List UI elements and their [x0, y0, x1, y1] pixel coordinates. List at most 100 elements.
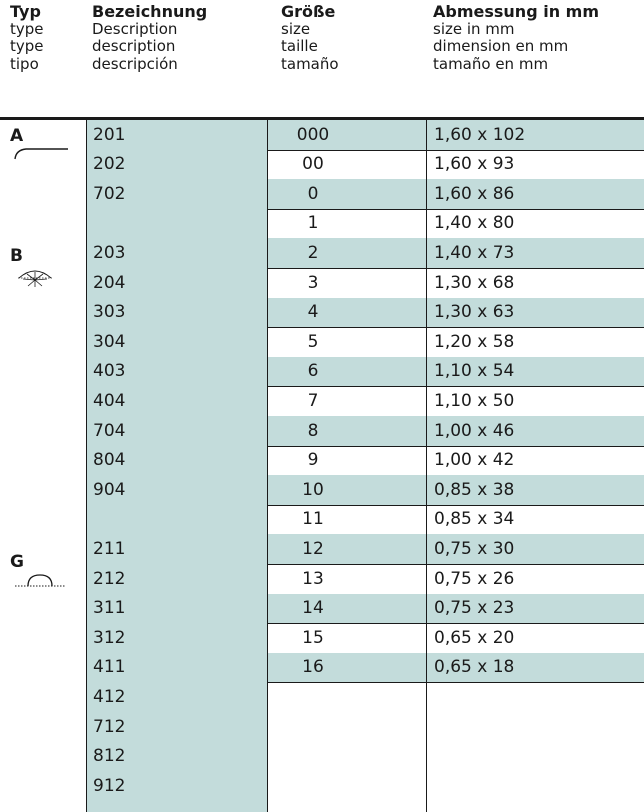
dimension-value: 0,75 x 30	[434, 538, 515, 559]
description-code: 303	[93, 302, 126, 323]
description-code: 311	[93, 598, 126, 619]
header-rule	[0, 117, 644, 120]
size-row-band	[267, 356, 644, 387]
size-row-band	[267, 534, 644, 564]
size-row-band	[267, 120, 644, 150]
description-code: 411	[93, 657, 126, 678]
row-divider	[267, 623, 644, 625]
size-value: 12	[302, 538, 324, 559]
size-value: 5	[307, 331, 319, 352]
description-code: 704	[93, 420, 126, 441]
dimension-value: 1,60 x 86	[434, 183, 515, 204]
header-typ-fr: type	[10, 37, 44, 55]
description-code: 403	[93, 361, 126, 382]
dimension-value: 1,20 x 58	[434, 331, 515, 352]
row-divider	[267, 445, 644, 447]
size-row-band	[267, 416, 644, 446]
description-code: 211	[93, 538, 126, 559]
header-bez-fr: description	[92, 37, 176, 55]
dimension-value: 1,40 x 80	[434, 213, 515, 234]
dimension-value: 1,60 x 93	[434, 154, 515, 175]
dimension-value: 0,65 x 18	[434, 657, 515, 678]
description-code: 304	[93, 331, 126, 352]
header-abm-fr: dimension en mm	[433, 37, 569, 55]
dimension-value: 0,85 x 34	[434, 509, 515, 530]
dimension-value: 1,30 x 68	[434, 272, 515, 293]
dimension-value: 1,60 x 102	[434, 124, 526, 145]
header-gro-fr: taille	[281, 37, 318, 55]
size-value: 9	[307, 450, 319, 471]
size-row-band	[267, 652, 644, 683]
header-bez-en: Description	[92, 19, 178, 38]
dimension-value: 0,85 x 38	[434, 479, 515, 500]
description-code: 212	[93, 568, 126, 589]
header-bez-title: Bezeichnung	[92, 2, 208, 21]
description-code: 312	[93, 627, 126, 648]
header-abm-es: tamaño en mm	[433, 54, 549, 73]
size-value: 00	[302, 154, 324, 175]
dimension-value: 1,00 x 46	[434, 420, 515, 441]
description-code: 203	[93, 242, 126, 263]
size-value: 8	[307, 420, 319, 441]
size-value: 15	[302, 627, 324, 648]
header-typ-en: type	[10, 19, 44, 38]
dimension-value: 1,40 x 73	[434, 242, 515, 263]
dimension-value: 1,10 x 50	[434, 390, 515, 411]
description-code: 712	[93, 716, 126, 737]
description-code: 202	[93, 154, 126, 175]
dimension-value: 0,65 x 20	[434, 627, 515, 648]
size-value: 13	[302, 568, 324, 589]
row-divider	[267, 327, 644, 329]
row-divider	[267, 682, 644, 684]
row-divider	[267, 564, 644, 565]
description-code: 702	[93, 183, 126, 204]
curved-needle-icon	[14, 148, 68, 160]
description-code: 404	[93, 390, 126, 411]
description-code: 201	[93, 124, 126, 145]
dimension-value: 1,30 x 63	[434, 302, 515, 323]
header-bez-es: descripción	[92, 54, 178, 73]
type-letter-g: G	[10, 552, 24, 572]
dotted-arc-icon	[15, 574, 65, 587]
size-value: 4	[307, 302, 319, 323]
row-divider	[267, 149, 644, 151]
description-code: 412	[93, 686, 126, 707]
column-divider	[86, 120, 87, 812]
header-abmessung: Abmessung in mm size in mm dimension en …	[433, 3, 599, 73]
header-gro-es: tamaño	[281, 54, 339, 73]
size-value: 11	[302, 509, 324, 530]
row-divider	[267, 268, 644, 269]
header-gro-title: Größe	[281, 2, 336, 21]
dimension-value: 1,00 x 42	[434, 450, 515, 471]
description-code: 804	[93, 450, 126, 471]
header-typ-es: tipo	[10, 54, 39, 73]
description-code: 904	[93, 479, 126, 500]
dimension-value: 1,10 x 54	[434, 361, 515, 382]
row-divider	[267, 208, 644, 210]
header-abm-en: size in mm	[433, 19, 515, 38]
size-value: 2	[307, 242, 319, 263]
header-abm-title: Abmessung in mm	[433, 2, 599, 21]
bezeichnung-column-bg	[86, 120, 267, 812]
header-gro-en: size	[281, 19, 311, 38]
dimension-value: 0,75 x 26	[434, 568, 515, 589]
row-divider	[267, 386, 644, 388]
size-value: 000	[296, 124, 330, 145]
header-bezeichnung: Bezeichnung Description description desc…	[92, 3, 207, 73]
size-value: 7	[307, 390, 319, 411]
size-row-band	[267, 475, 644, 505]
size-row-band	[267, 593, 644, 624]
description-code: 812	[93, 746, 126, 767]
size-value: 3	[307, 272, 319, 293]
header-typ: Typ type type tipo	[10, 3, 44, 73]
column-divider	[267, 120, 268, 812]
size-value: 16	[302, 657, 324, 678]
row-divider	[267, 504, 644, 506]
size-row-band	[267, 297, 644, 328]
type-letter-b: B	[10, 246, 23, 266]
size-value: 10	[302, 479, 324, 500]
radiant-curve-icon	[18, 270, 52, 287]
size-value: 6	[307, 361, 319, 382]
description-code: 912	[93, 775, 126, 796]
header-groesse: Größe size taille tamaño	[281, 3, 339, 73]
